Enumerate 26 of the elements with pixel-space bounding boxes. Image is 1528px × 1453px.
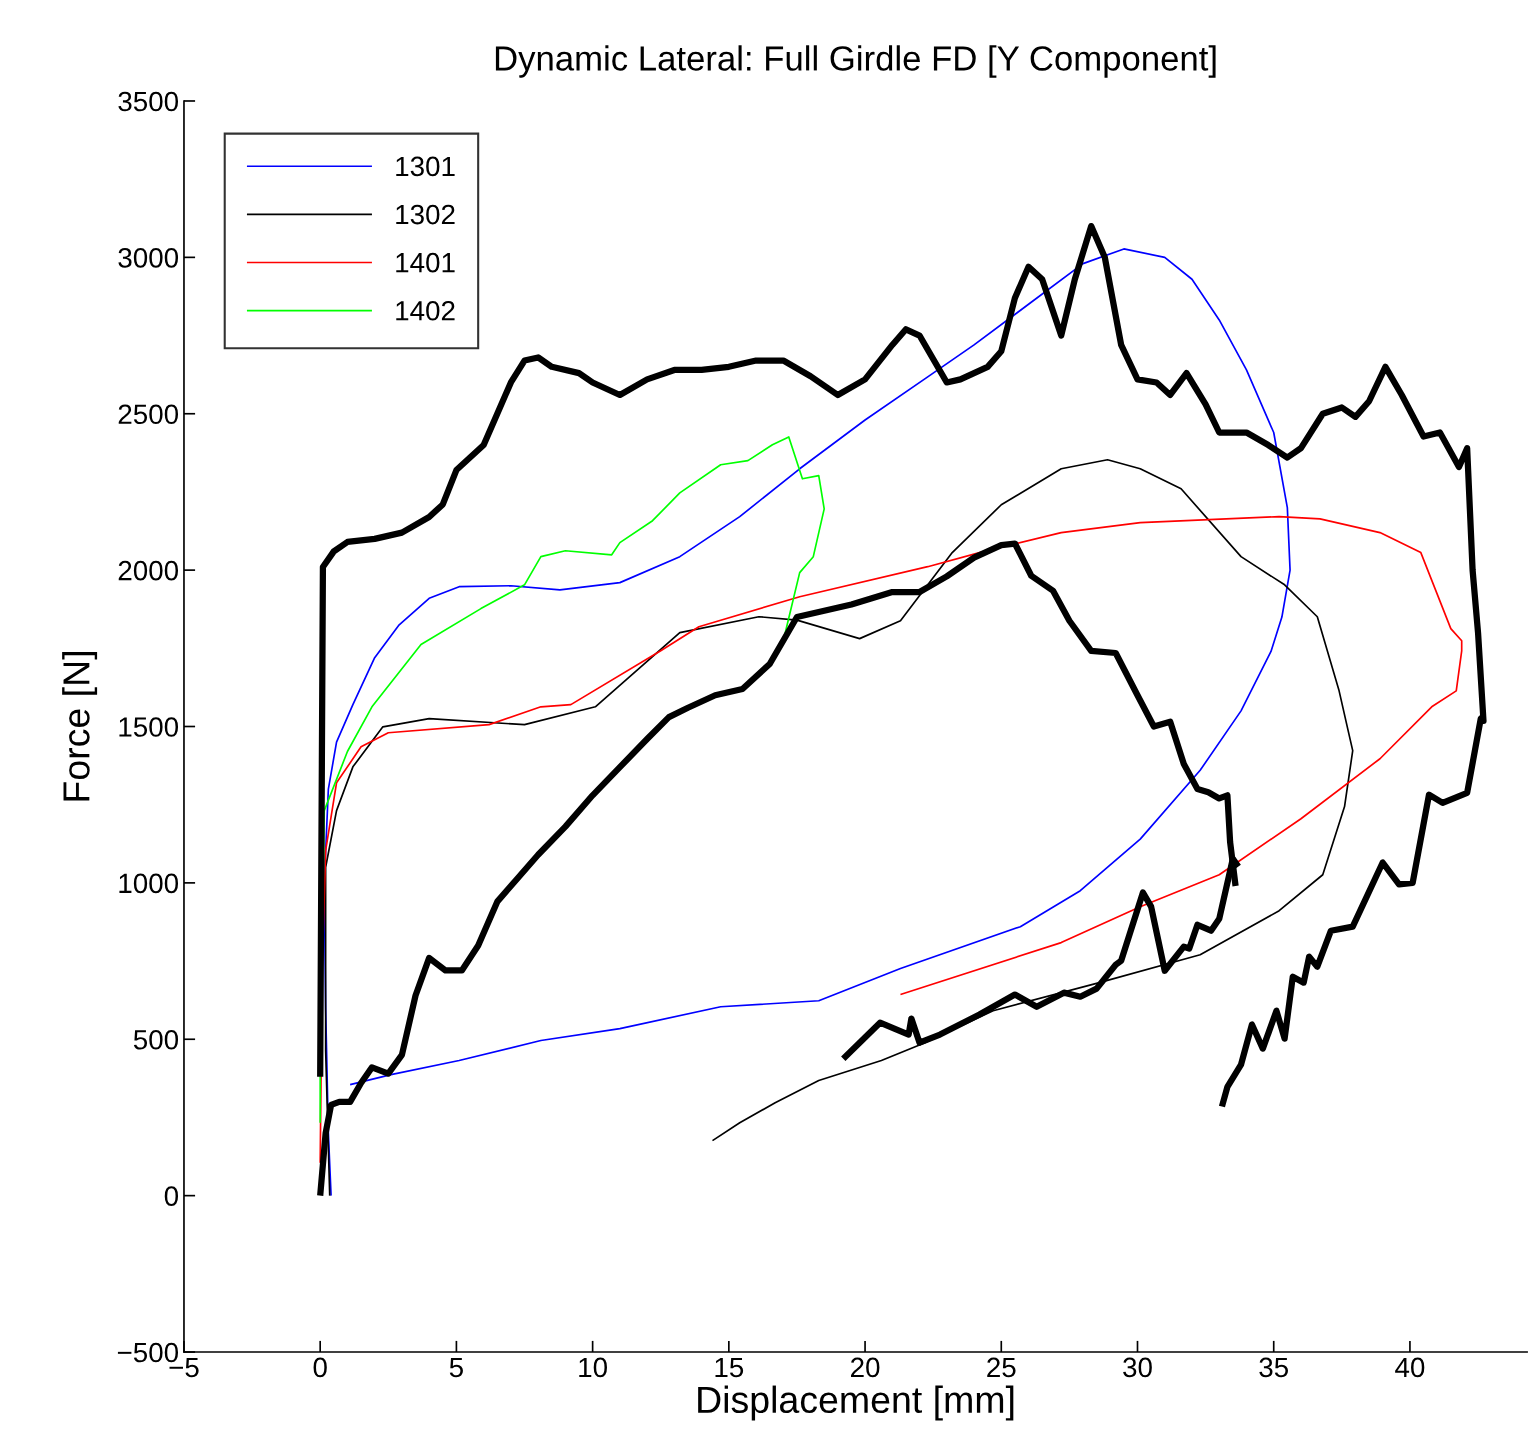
legend-label: 1402 [396,300,455,321]
x-tick-label: 40 [1395,1357,1425,1378]
line-series [319,515,1463,1164]
x-tick-label: 10 [579,1357,607,1378]
x-tick-label: 30 [1123,1357,1152,1378]
y-tick-label: 3000 [118,248,179,268]
x-tick-label: 15 [715,1357,744,1378]
y-tick-label: 2000 [118,560,179,581]
y-tick-label: 1500 [119,717,179,737]
y-axis-title: Force [N] [62,652,98,801]
legend-label: 1401 [396,252,455,273]
chart-title: Dynamic Lateral: Full Girdle FD [Y Component] [495,45,1216,78]
y-tick-label: 500 [133,1029,179,1050]
legend-label: 1301 [396,156,455,177]
y-tick-label: 1000 [119,873,179,894]
legend-label: 1302 [396,204,455,225]
x-tick-label: 25 [987,1357,1016,1378]
x-tick-label: 35 [1259,1357,1288,1378]
x-tick-label: 20 [851,1357,880,1378]
x-axis-title: Displacement [mm] [698,1385,1014,1421]
y-tick-label: 3500 [118,91,179,112]
line-series [323,248,1291,1197]
y-tick-label: 0 [164,1186,179,1206]
x-tick-label: 0 [313,1357,327,1378]
y-tick-label: 2500 [118,404,179,425]
x-tick-label: 5 [449,1357,463,1378]
